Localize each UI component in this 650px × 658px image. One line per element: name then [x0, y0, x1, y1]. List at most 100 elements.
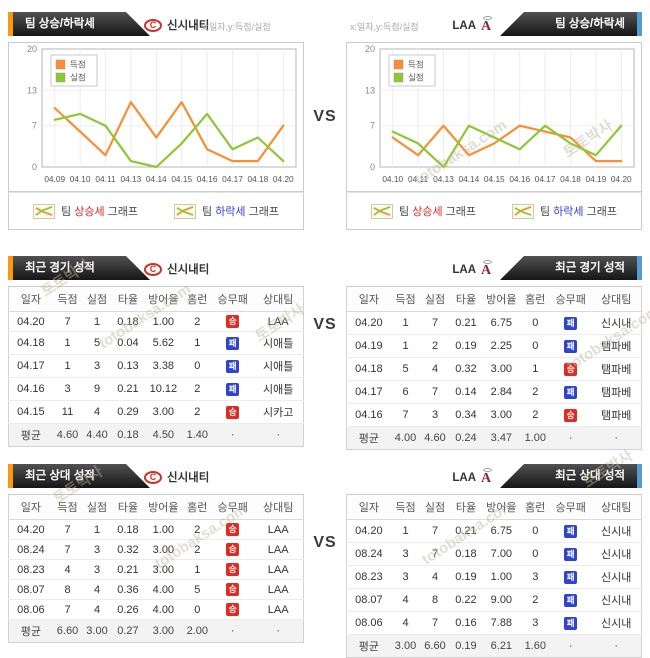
table-row: 04.20 1 7 0.21 6.75 0 패 신시내 [346, 311, 642, 335]
table-cell: 0.19 [449, 334, 483, 358]
cincinnati-reds-logo-icon: C [144, 262, 162, 276]
table-row: 08.24 3 7 0.18 7.00 0 패 신시내 [346, 542, 642, 566]
table-cell: 1.00 [482, 565, 521, 589]
table-cell: 1 [390, 311, 421, 335]
table-cell: · [591, 634, 642, 658]
table-cell: 9.00 [482, 588, 521, 612]
banner-title: 최근 경기 성적 [25, 262, 95, 274]
table-cell: 평균 [346, 426, 391, 450]
svg-text:04.18: 04.18 [560, 174, 581, 184]
table-cell: 3 [390, 565, 421, 589]
column-header: 타율 [111, 494, 145, 520]
table-cell: 4.60 [52, 423, 83, 447]
table-cell: 3 [520, 611, 551, 635]
fall-graph-icon [512, 203, 534, 219]
table-cell: 0.32 [111, 539, 145, 560]
table-cell: 04.20 [346, 519, 391, 543]
table-cell: 3.00 [482, 357, 521, 381]
table-cell: 1 [82, 519, 112, 540]
column-header: 방어율 [482, 286, 521, 312]
table-cell: 3.47 [482, 426, 521, 450]
table-cell: 04.16 [346, 403, 391, 427]
h2h-table-cincinnati: 일자 득점 실점 타율 방어율 홈런 승무패 상대팀 04.20 7 1 0.18 1.00 2 승 LAA… [8, 494, 304, 643]
team-name: LAA [452, 471, 476, 484]
laa-angels-logo-icon: A [481, 260, 494, 278]
chart-legend-strip: 팀 상승세 그래프 팀 하락세 그래프 [8, 192, 304, 230]
svg-text:13: 13 [27, 85, 37, 95]
table-cell: 2 [420, 334, 450, 358]
blue-accent-bar [637, 464, 642, 488]
table-cell: 탬파베 [591, 403, 642, 427]
legend-item-fall: 팀 하락세 그래프 [512, 203, 617, 219]
table-row: 04.19 1 2 0.19 2.25 0 패 탬파베 [346, 334, 642, 358]
cincinnati-reds-logo-icon: C [144, 470, 162, 484]
win-badge: 승 [226, 583, 240, 596]
banner-title: 최근 상대 성적 [25, 470, 95, 482]
svg-text:7: 7 [370, 121, 375, 131]
legend-item-rise: 팀 상승세 그래프 [371, 203, 476, 219]
team-name: 신시내티 [167, 264, 210, 276]
table-cell: 4 [390, 611, 421, 635]
svg-text:04.10: 04.10 [70, 174, 91, 184]
table-row: 04.20 1 7 0.21 6.75 0 패 신시내 [346, 519, 642, 543]
blue-accent-bar [637, 256, 642, 280]
column-header: 득점 [52, 286, 83, 312]
table-cell: 신시내 [591, 565, 642, 589]
table-cell: 2.25 [482, 334, 521, 358]
team-name: LAA [452, 19, 476, 32]
table-cell: 4.50 [144, 423, 183, 447]
table-cell: 0.14 [449, 380, 483, 404]
table-cell: 0.26 [111, 599, 145, 620]
table-cell: 7 [420, 542, 450, 566]
team-name: 신시내티 [167, 472, 210, 484]
column-header: 일자 [346, 286, 391, 312]
h2h-table-laa: 일자 득점 실점 타율 방어율 홈런 승무패 상대팀 04.20 1 7 0.21 6.75 0 패 신시내… [346, 494, 642, 658]
table-row: 04.17 6 7 0.14 2.84 2 패 탬파베 [346, 380, 642, 404]
table-cell: 1 [182, 559, 213, 580]
table-cell: 1 [52, 331, 83, 355]
team-name: LAA [452, 263, 476, 276]
table-panel-header-right: LAA A 최근 경기 성적 [346, 256, 642, 286]
table-cell: 7 [420, 519, 450, 543]
table-cell: · [550, 634, 592, 658]
team-name: 신시내티 [167, 20, 210, 32]
table-cell: 0.36 [111, 579, 145, 600]
svg-text:득점: 득점 [70, 60, 86, 70]
svg-text:04.16: 04.16 [197, 174, 218, 184]
table-cell: 5 [390, 357, 421, 381]
column-header: 방어율 [482, 494, 521, 520]
result-cell: 패 [212, 354, 254, 378]
table-cell: 2 [182, 377, 213, 401]
column-header: 방어율 [144, 494, 183, 520]
table-row: 04.18 1 5 0.04 5.62 1 패 시애틀 [8, 331, 304, 355]
column-header: 득점 [390, 494, 421, 520]
table-row: 08.23 4 3 0.21 3.00 1 승 LAA [8, 559, 304, 580]
table-row: 04.18 5 4 0.32 3.00 1 승 탬파베 [346, 357, 642, 381]
banner-title: 최근 상대 성적 [555, 470, 625, 482]
table-row: 04.20 7 1 0.18 1.00 2 승 LAA [8, 311, 304, 332]
table-row: 04.17 1 3 0.13 3.38 0 패 시애틀 [8, 354, 304, 378]
table-cell: 6.60 [52, 619, 83, 643]
result-cell: 패 [550, 519, 592, 543]
column-header: 승무패 [212, 286, 254, 312]
section-banner: 최근 상대 성적 [8, 464, 150, 488]
trend-chart-section: 팀 상승/하락세 C 신시내티 x:일자,y:득점/실점 20 13 7 0 04.09… [0, 12, 650, 230]
table-cell: 7 [52, 311, 83, 332]
table-cell: 4.60 [420, 426, 450, 450]
table-panel-header-left: 최근 경기 성적 C 신시내티 [8, 256, 304, 286]
table-cell: 4 [52, 559, 83, 580]
table-cell: 4 [390, 588, 421, 612]
table-row: 평균 6.60 3.00 0.27 3.00 2.00 · · [8, 619, 304, 643]
table-row: 08.07 4 8 0.22 9.00 2 패 신시내 [346, 588, 642, 612]
rise-graph-icon [371, 203, 394, 219]
svg-text:7: 7 [32, 121, 37, 131]
table-cell: 3.00 [482, 403, 521, 427]
axis-hint: x:일자,y:득점/실점 [202, 22, 271, 32]
table-cell: 04.20 [8, 311, 53, 332]
team-label-laa: LAA A [452, 16, 494, 34]
team-label-laa: LAA A [452, 468, 494, 486]
column-header: 타율 [111, 286, 145, 312]
table-cell: 평균 [8, 619, 53, 643]
table-cell: 4 [82, 599, 112, 620]
table-cell: 평균 [346, 634, 391, 658]
